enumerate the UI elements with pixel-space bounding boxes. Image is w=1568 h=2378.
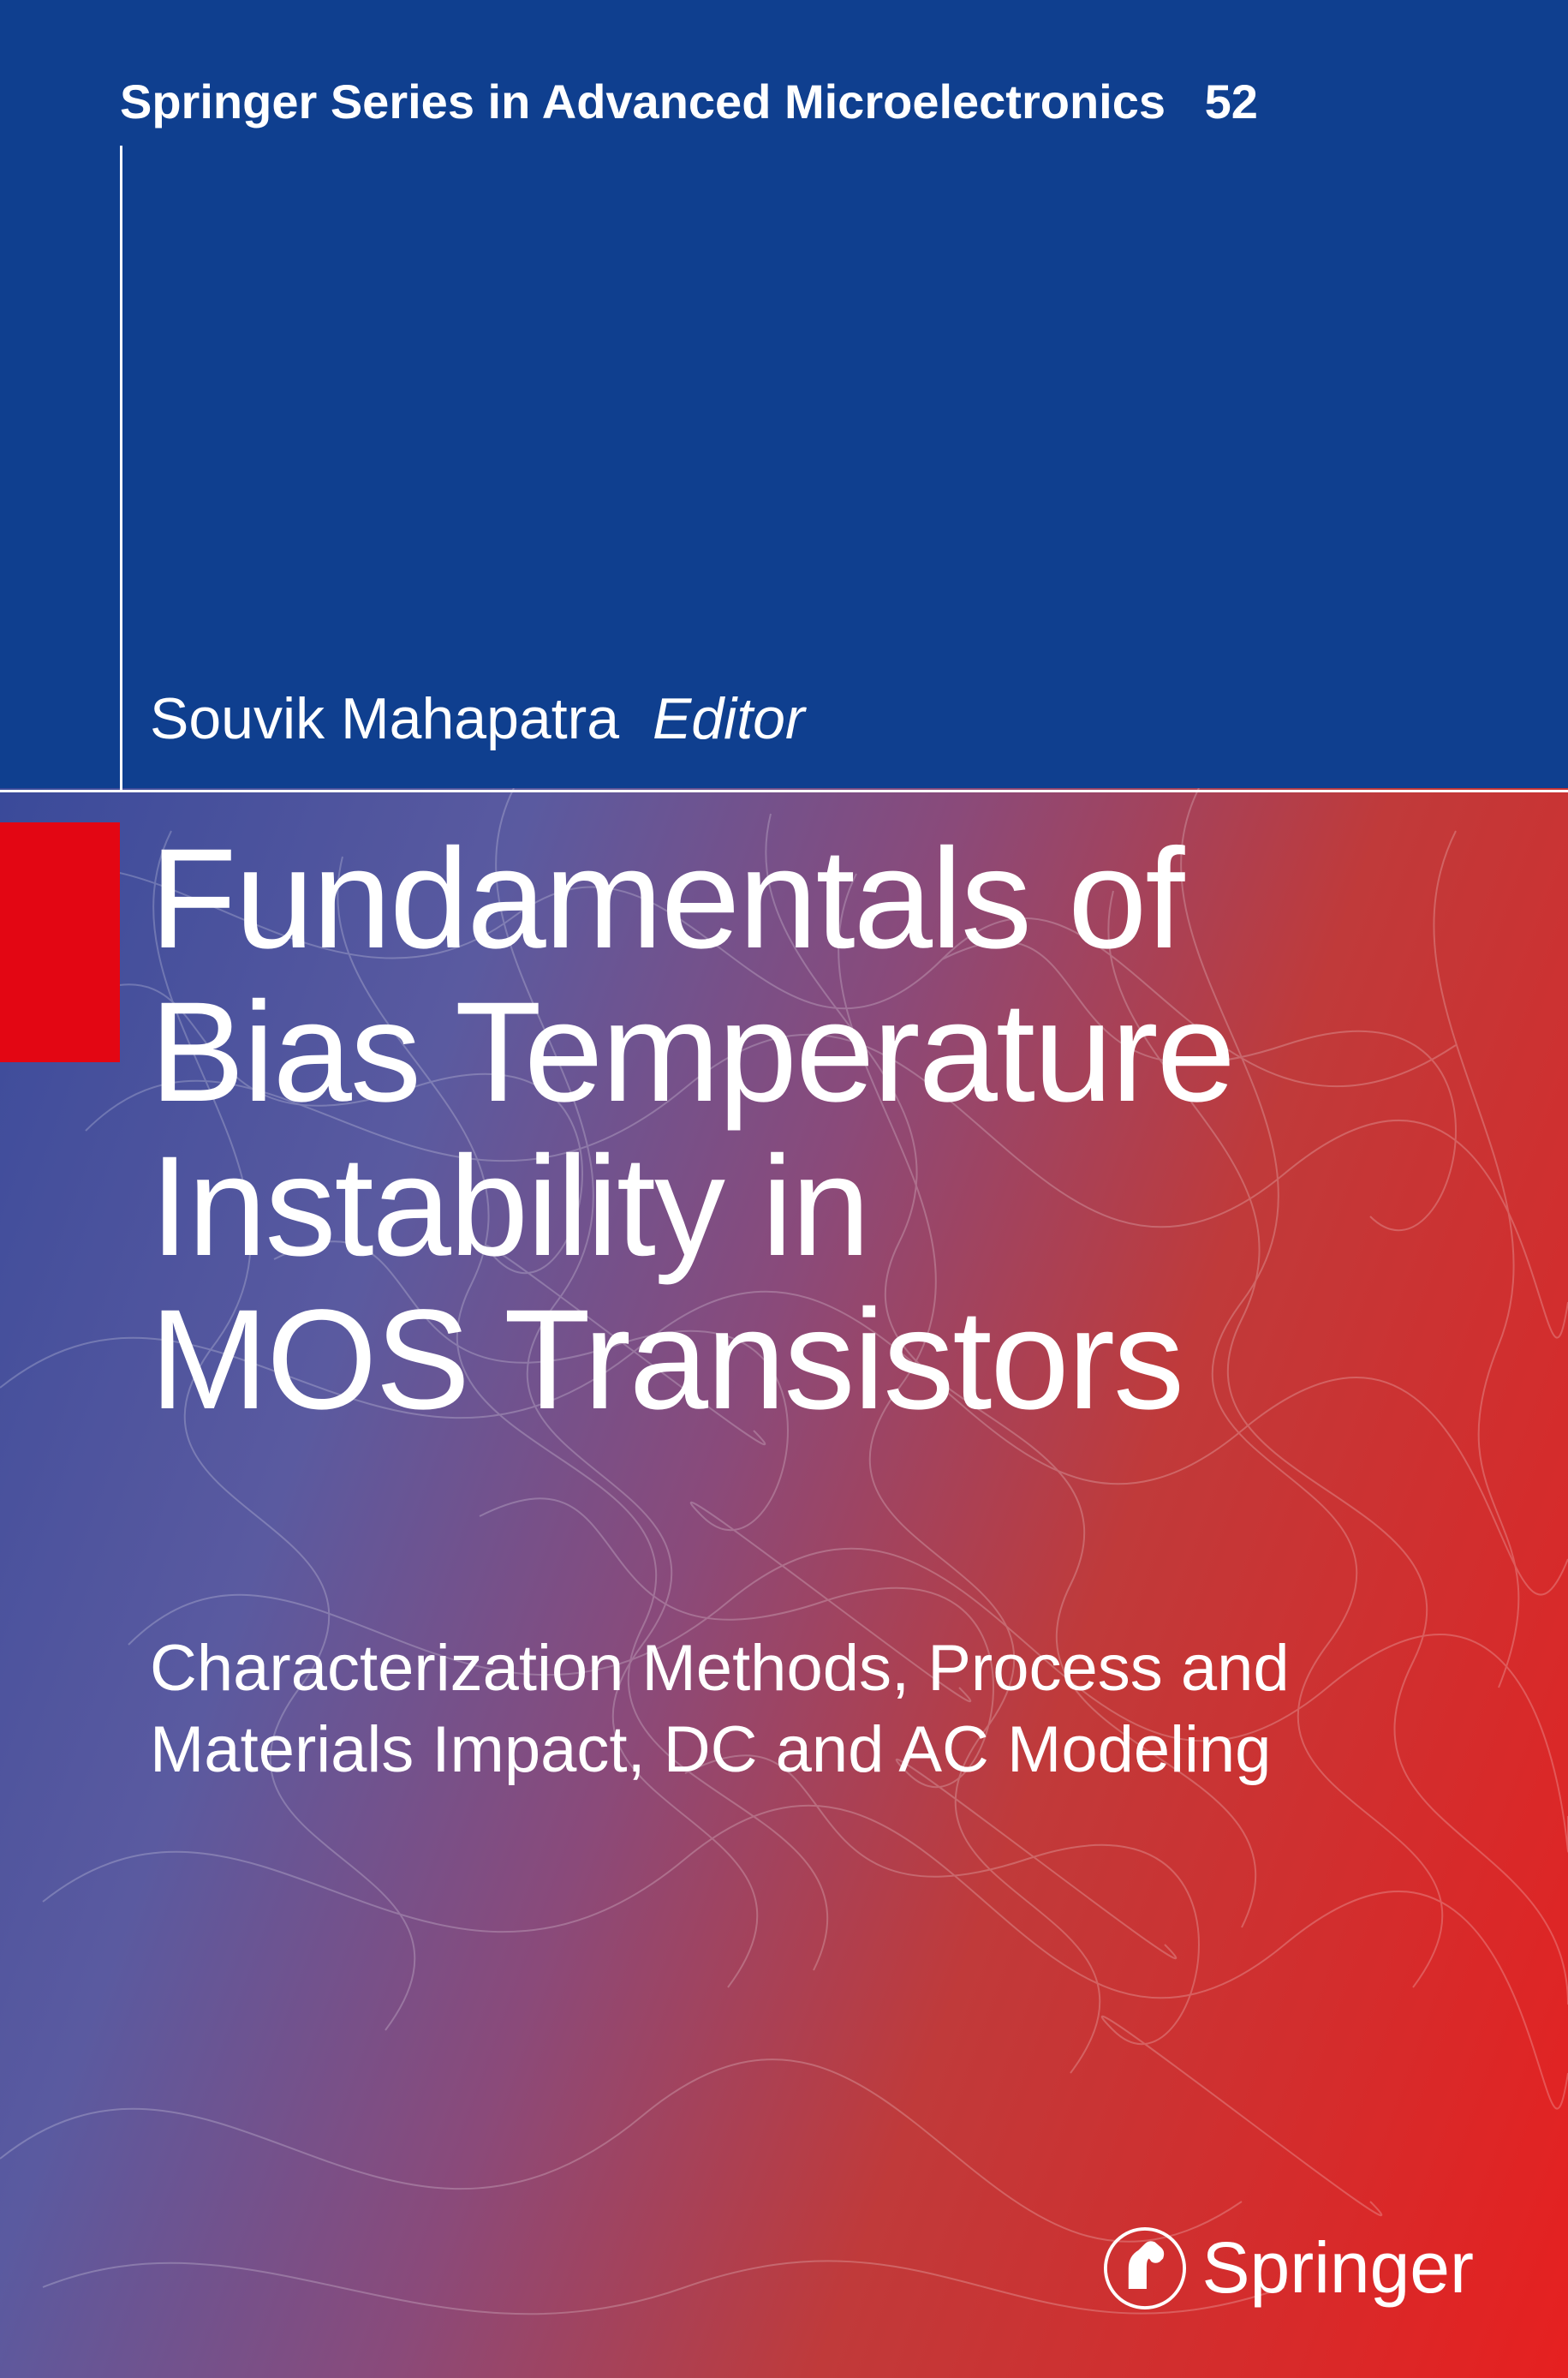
series-name: Springer Series in Advanced Microelectro… [120, 75, 1166, 128]
title-line: Bias Temperature [150, 976, 1520, 1129]
series-title: Springer Series in Advanced Microelectro… [120, 74, 1258, 129]
publisher-name: Springer [1201, 2226, 1474, 2309]
title-line: Fundamentals of [150, 822, 1520, 976]
title-line: MOS Transistors [150, 1283, 1520, 1437]
book-cover: Springer Series in Advanced Microelectro… [0, 0, 1568, 2378]
editor-role: Editor [653, 686, 805, 751]
vertical-divider [120, 146, 122, 792]
horizontal-divider [0, 790, 1568, 792]
editor-line: Souvik Mahapatra Editor [150, 685, 805, 752]
publisher-block: Springer [1104, 2226, 1474, 2309]
book-subtitle: Characterization Methods, Process and Ma… [150, 1628, 1477, 1790]
title-line: Instability in [150, 1130, 1520, 1283]
red-accent-tab [0, 822, 120, 1062]
springer-horse-icon [1104, 2227, 1186, 2309]
series-number: 52 [1205, 75, 1258, 128]
editor-name: Souvik Mahapatra [150, 686, 619, 751]
book-title: Fundamentals of Bias Temperature Instabi… [150, 822, 1520, 1437]
